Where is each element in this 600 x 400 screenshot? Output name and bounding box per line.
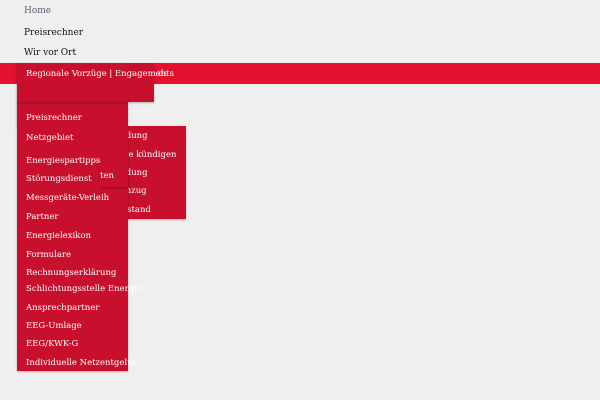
menu-item-regionale-vorzuege-box: Regionale Vorzüge | Engagements [17,63,174,102]
netz-submenu-item-4[interactable]: einzug [118,186,147,196]
underlying-menu-fragment: ten [100,165,128,187]
menu-item-eeg-kwk-g[interactable]: EEG/KWK-G [26,339,79,349]
menu-item-energiespartipps[interactable]: Energiespartipps [26,156,101,166]
netz-submenu-item-5[interactable]: erstand [118,205,151,215]
menu-item-eeg-umlage[interactable]: EEG-Umlage [26,321,82,331]
menu-item-ansprechpartner[interactable]: Ansprechpartner [26,303,100,313]
netz-submenu-item-2[interactable]: äge kündigen [118,150,177,160]
menu-item-netzgebiet[interactable]: Netzgebiet [26,133,74,143]
menu-item-schlichtungsstelle-energie[interactable]: Schlichtungsstelle Energie [26,284,142,294]
menu-item-energielexikon[interactable]: Energielexikon [26,231,91,241]
nav-wir-vor-ort-link[interactable]: Wir vor Ort [24,48,77,58]
menu-item-messgeraete-verleih[interactable]: Messgeräte-Verleih [26,193,110,203]
underlying-menu-fragment-text[interactable]: ten [100,171,114,181]
netz-submenu-item-3[interactable]: eldung [118,168,148,178]
netz-submenu-item-1[interactable]: eldung [118,131,148,141]
menu-item-formulare[interactable]: Formulare [26,250,72,260]
menu-item-rechnungserklaerung[interactable]: Rechnungserklärung [26,268,117,278]
menu-item-partner[interactable]: Partner [26,212,59,222]
menu-item-stoerungsdienst[interactable]: Störungsdienst [26,174,92,184]
nav-home-link[interactable]: Home [24,6,52,16]
main-dropdown-menu: Wir über uns Preisrechner Netzgebiet Ene… [17,63,142,371]
nav-preisrechner-link[interactable]: Preisrechner [24,28,84,38]
menu-item-regionale-vorzuege[interactable]: Regionale Vorzüge | Engagements [26,69,174,79]
menu-item-preisrechner[interactable]: Preisrechner [26,113,82,123]
header-red-bar-text[interactable]: n.de [150,69,169,79]
menu-item-individuelle-netzentgelte[interactable]: Individuelle Netzentgelte [26,358,136,368]
